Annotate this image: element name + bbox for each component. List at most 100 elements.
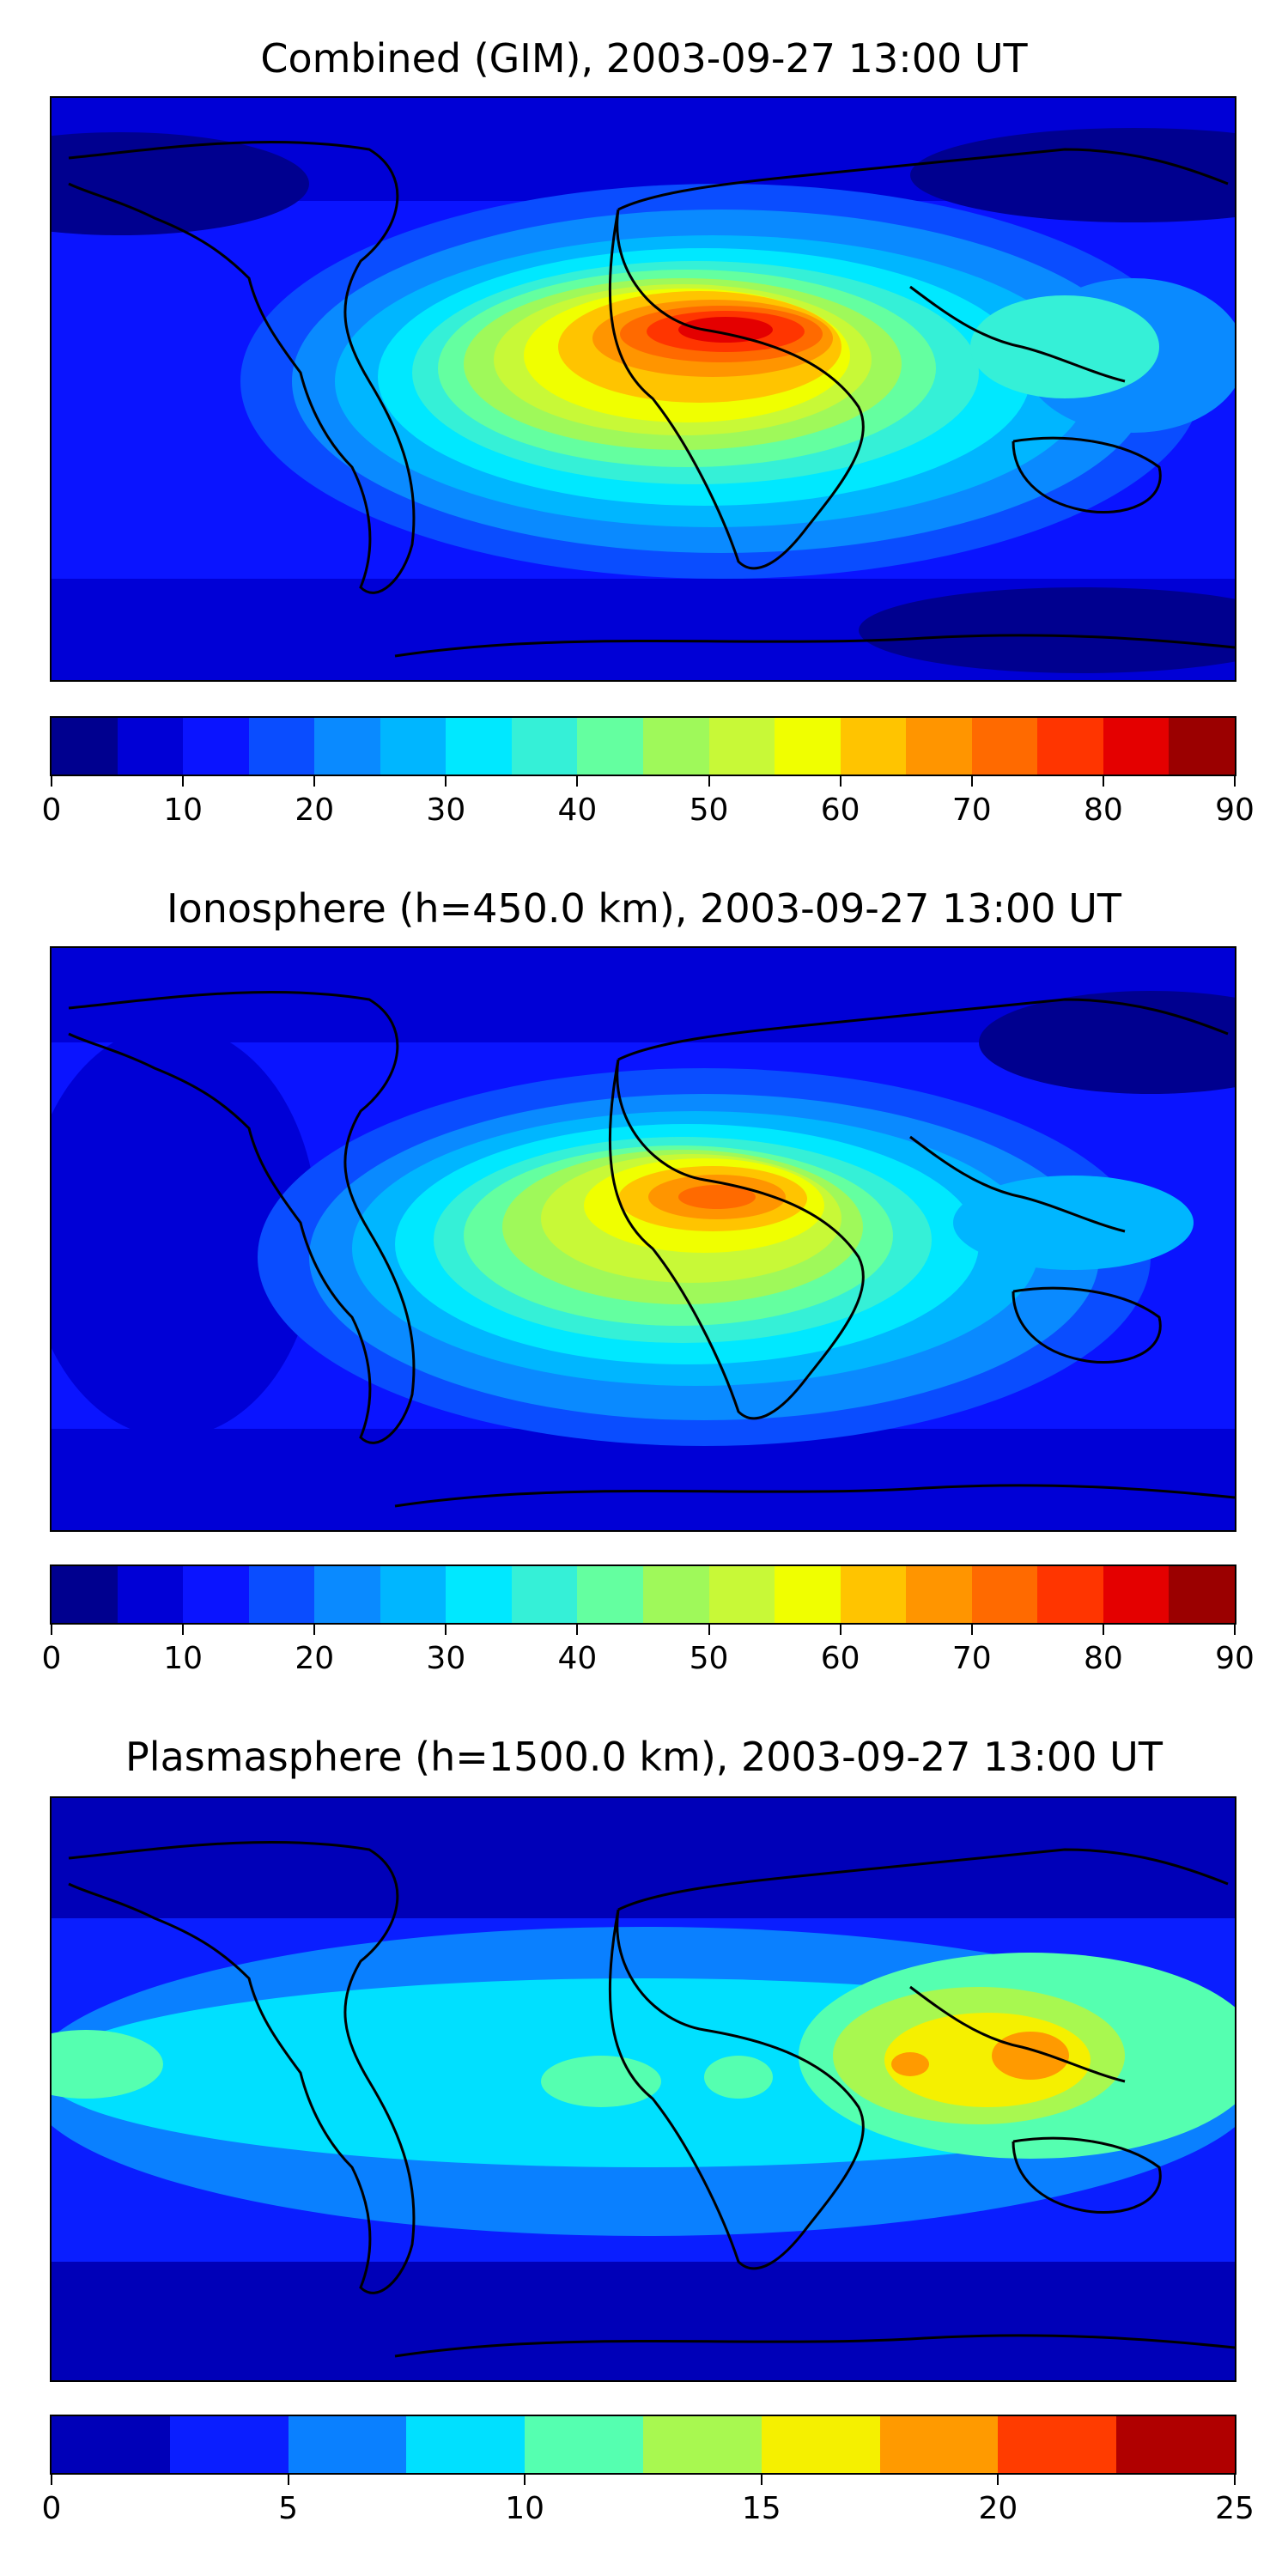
colorbar-tick — [51, 2475, 52, 2485]
colorbar-combined — [50, 716, 1236, 776]
colorbar-tick — [839, 1625, 841, 1635]
colorbar-segment — [406, 2416, 526, 2473]
colorbar-segment — [906, 1566, 973, 1623]
colorbar-plasmasphere — [50, 2415, 1236, 2475]
colorbar-tick-label: 80 — [1083, 1641, 1123, 1676]
colorbar-segment — [577, 1566, 644, 1623]
colorbar-tick-label: 25 — [1215, 2491, 1255, 2526]
colorbar-tick-label: 80 — [1083, 793, 1123, 828]
colorbar-ticks-combined: 0 10 20 30 40 50 60 70 80 90 — [42, 776, 1255, 828]
colorbar-segment — [314, 718, 381, 775]
colorbar-tick-label: 20 — [295, 793, 335, 828]
colorbar-tick-label: 90 — [1215, 1641, 1255, 1676]
colorbar-tick — [524, 2475, 526, 2485]
colorbar-segment — [643, 1566, 710, 1623]
colorbar-tick-label: 30 — [426, 793, 466, 828]
colorbar-segment — [879, 2416, 999, 2473]
colorbar-tick — [1102, 1625, 1104, 1635]
tec-map-ionosphere — [50, 946, 1236, 1532]
colorbar-segment — [248, 718, 315, 775]
colorbar-tick — [445, 1625, 447, 1635]
colorbar-tick-label: 20 — [978, 2491, 1018, 2526]
colorbar-tick-label: 0 — [41, 1641, 62, 1676]
colorbar-segment — [446, 718, 513, 775]
colorbar-tick-label: 5 — [278, 2491, 299, 2526]
colorbar-tick — [445, 776, 447, 787]
panel-title: Ionosphere (h=450.0 km), 2003-09-27 13:0… — [167, 885, 1121, 932]
colorbar-segment — [380, 718, 447, 775]
colorbar-tick-label: 10 — [163, 1641, 204, 1676]
tec-map-plasmasphere — [50, 1796, 1236, 2382]
colorbar-segment — [775, 1566, 841, 1623]
colorbar-segment — [1103, 1566, 1170, 1623]
colorbar-tick — [708, 776, 710, 787]
colorbar-segment — [1103, 718, 1170, 775]
colorbar-tick — [313, 776, 316, 787]
panel-title: Plasmasphere (h=1500.0 km), 2003-09-27 1… — [125, 1734, 1163, 1780]
colorbar-segment — [511, 1566, 578, 1623]
colorbar-segment — [52, 718, 118, 775]
colorbar-tick — [51, 776, 52, 787]
colorbar-tick-label: 70 — [951, 1641, 992, 1676]
colorbar-segment — [840, 718, 907, 775]
colorbar-tick-label: 40 — [557, 793, 598, 828]
colorbar-segment — [708, 718, 775, 775]
colorbar-tick — [313, 1625, 316, 1635]
colorbar-segment — [775, 718, 841, 775]
colorbar-segment — [906, 718, 973, 775]
colorbar-tick — [182, 776, 185, 787]
colorbar-segment — [1037, 1566, 1104, 1623]
colorbar-tick-label: 10 — [505, 2491, 545, 2526]
colorbar-segment — [643, 718, 710, 775]
colorbar-segment — [52, 1566, 118, 1623]
colorbar-segment — [248, 1566, 315, 1623]
colorbar-tick — [970, 1625, 973, 1635]
colorbar-ionosphere — [50, 1564, 1236, 1625]
colorbar-tick-label: 90 — [1215, 793, 1255, 828]
colorbar-tick — [970, 776, 973, 787]
colorbar-segment — [1169, 1566, 1235, 1623]
colorbar-tick — [576, 776, 579, 787]
colorbar-tick-label: 10 — [163, 793, 204, 828]
colorbar-tick — [51, 1625, 52, 1635]
colorbar-tick-label: 15 — [741, 2491, 781, 2526]
colorbar-tick — [839, 776, 841, 787]
colorbar-tick — [182, 1625, 185, 1635]
colorbar-tick-label: 40 — [557, 1641, 598, 1676]
colorbar-tick-label: 70 — [951, 793, 992, 828]
colorbar-tick-label: 0 — [41, 2491, 62, 2526]
colorbar-segment — [169, 2416, 289, 2473]
colorbar-segment — [380, 1566, 447, 1623]
colorbar-tick-label: 50 — [689, 793, 729, 828]
tec-map-combined — [50, 96, 1236, 682]
colorbar-ticks-plasmasphere: 0 5 10 15 20 25 — [42, 2475, 1255, 2526]
colorbar-segment — [643, 2416, 762, 2473]
colorbar-tick — [1102, 776, 1104, 787]
colorbar-segment — [446, 1566, 513, 1623]
colorbar-segment — [971, 718, 1038, 775]
colorbar-tick — [576, 1625, 579, 1635]
colorbar-segment — [314, 1566, 381, 1623]
colorbar-tick-label: 60 — [820, 793, 860, 828]
colorbar-tick-label: 30 — [426, 1641, 466, 1676]
colorbar-segment — [761, 2416, 881, 2473]
colorbar-tick — [1234, 2475, 1236, 2485]
colorbar-tick-label: 20 — [295, 1641, 335, 1676]
colorbar-tick-label: 60 — [820, 1641, 860, 1676]
colorbar-segment — [577, 718, 644, 775]
colorbar-segment — [117, 718, 184, 775]
colorbar-tick — [1234, 1625, 1236, 1635]
colorbar-segment — [183, 718, 250, 775]
colorbar-tick-label: 0 — [41, 793, 62, 828]
colorbar-segment — [52, 2416, 171, 2473]
colorbar-tick — [997, 2475, 999, 2485]
panel-title: Combined (GIM), 2003-09-27 13:00 UT — [260, 35, 1028, 82]
colorbar-segment — [971, 1566, 1038, 1623]
colorbar-segment — [708, 1566, 775, 1623]
colorbar-tick — [287, 2475, 289, 2485]
colorbar-segment — [1037, 718, 1104, 775]
colorbar-segment — [1116, 2416, 1235, 2473]
colorbar-tick — [1234, 776, 1236, 787]
colorbar-tick — [708, 1625, 710, 1635]
colorbar-tick-label: 50 — [689, 1641, 729, 1676]
